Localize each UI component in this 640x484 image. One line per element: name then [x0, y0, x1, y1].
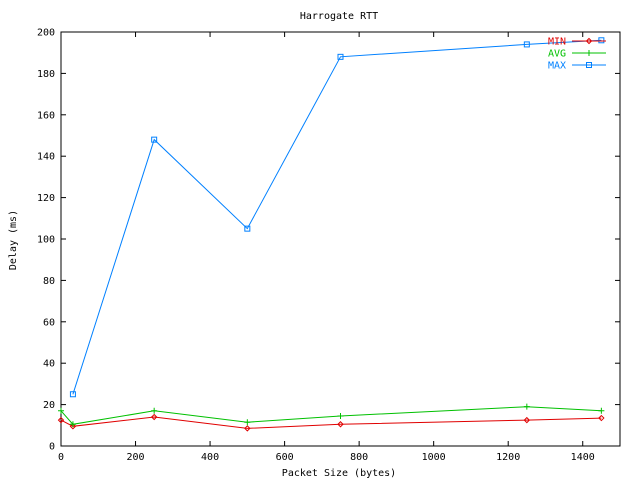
- data-point: [57, 416, 65, 424]
- y-tick-label: 160: [37, 110, 55, 121]
- y-tick-label: 200: [37, 28, 55, 39]
- series-max: [69, 37, 605, 398]
- data-point: [598, 37, 605, 44]
- x-tick-label: 400: [201, 452, 219, 463]
- data-point: [69, 391, 76, 398]
- data-point: [586, 62, 592, 68]
- data-point: [598, 407, 605, 414]
- data-point: [69, 421, 76, 428]
- y-tick-label: 180: [37, 69, 55, 80]
- plot-frame: [60, 31, 621, 447]
- series-line-max: [72, 39, 602, 395]
- series-group: [57, 37, 605, 432]
- x-tick-label: 1000: [422, 452, 446, 463]
- y-tick-label: 120: [37, 193, 55, 204]
- data-point: [337, 412, 344, 419]
- y-tick-label: 140: [37, 152, 55, 163]
- series-avg: [58, 403, 605, 428]
- data-point: [58, 407, 64, 414]
- y-tick-label: 40: [43, 359, 55, 370]
- data-point: [586, 50, 592, 56]
- y-axis-label: Delay (ms): [8, 210, 19, 270]
- y-tick-label: 20: [43, 400, 55, 411]
- data-point: [244, 419, 251, 426]
- data-point: [244, 225, 251, 232]
- axes: 0 200 400 600 800 1000 1200 1400 0 20 40 60 80 100 120…: [37, 28, 621, 463]
- data-point: [523, 41, 530, 48]
- data-point: [523, 403, 530, 410]
- y-tick-label: 100: [37, 235, 55, 246]
- data-point: [585, 37, 593, 45]
- y-tick-label: 0: [49, 442, 55, 453]
- y-tick-label: 60: [43, 317, 55, 328]
- data-point: [337, 53, 344, 60]
- x-tick-label: 200: [127, 452, 145, 463]
- x-tick-label: 1400: [571, 452, 595, 463]
- data-point: [337, 421, 344, 428]
- legend-label: MAX: [548, 61, 566, 72]
- x-tick-label: 0: [58, 452, 64, 463]
- y-tick-label: 80: [43, 276, 55, 287]
- data-point: [151, 136, 158, 143]
- x-axis-label: Packet Size (bytes): [282, 468, 396, 479]
- legend-label: AVG: [548, 49, 566, 60]
- legend-label: MIN: [548, 37, 566, 48]
- data-point: [598, 414, 605, 422]
- data-point: [69, 423, 77, 430]
- legend-item-max: MAX: [548, 61, 606, 72]
- series-line-avg: [60, 406, 602, 425]
- data-point: [150, 413, 158, 421]
- data-point: [151, 407, 158, 414]
- chart-title: Harrogate RTT: [300, 11, 378, 22]
- x-tick-label: 1200: [496, 452, 520, 463]
- series-line-min: [60, 416, 602, 429]
- x-tick-label: 800: [350, 452, 368, 463]
- x-tick-label: 600: [276, 452, 294, 463]
- legend-item-min: MIN: [548, 37, 606, 48]
- data-point: [523, 416, 531, 424]
- data-point: [244, 425, 251, 432]
- legend-item-avg: AVG: [548, 49, 606, 60]
